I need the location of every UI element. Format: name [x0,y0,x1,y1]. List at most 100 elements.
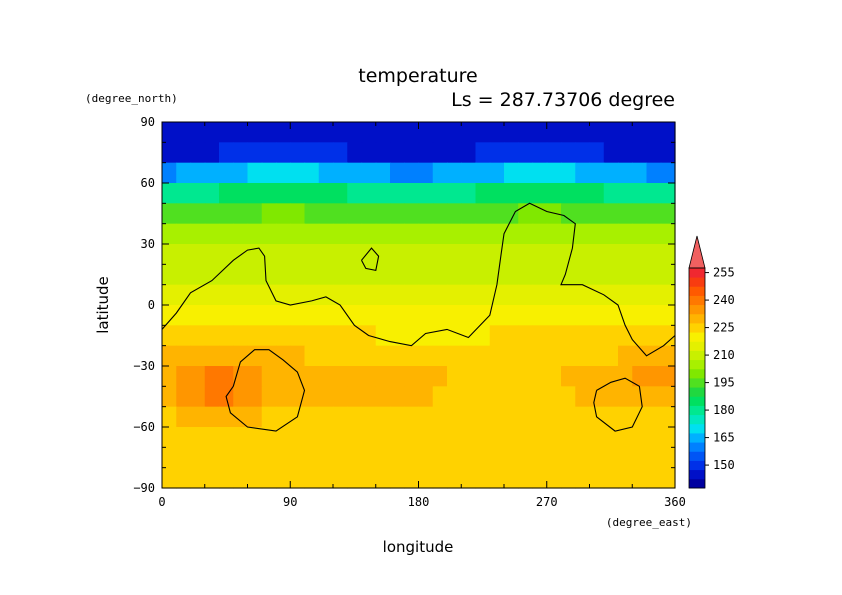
heatmap-cell [432,406,448,428]
heatmap-cell [276,223,291,245]
heatmap-cell [660,203,676,225]
heatmap-cell [347,284,363,306]
heatmap-cell [347,203,363,225]
heatmap-cell [561,305,576,326]
heatmap-cell [190,223,206,245]
colorbar-band [689,295,705,306]
x-tick-label: 180 [408,495,430,509]
heatmap-cell [276,162,291,184]
chart-subtitle: Ls = 287.73706 degree [451,89,675,111]
heatmap-cell [518,366,534,387]
heatmap-cell [333,183,348,204]
heatmap-cell [603,203,619,225]
heatmap-cell [561,203,576,225]
heatmap-cell [390,284,405,306]
heatmap-cell [304,467,320,489]
colorbar-band [689,387,705,397]
heatmap-cell [546,345,562,367]
heatmap-cell [162,264,177,286]
heatmap-cell [447,122,462,143]
heatmap-cell [204,467,220,489]
heatmap-cell [447,183,462,204]
heatmap-cell [504,203,519,225]
heatmap-cell [660,345,676,367]
heatmap-cell [333,386,348,408]
axis-ticks: 0 90 180 270 360 90 60 30 0 −30 −60 −90 [133,115,686,509]
heatmap-cell [347,366,363,387]
x-tick-label: 270 [536,495,558,509]
heatmap-cell [390,345,405,367]
heatmap-cell [646,203,662,225]
heatmap-cell [618,142,633,164]
heatmap-cell [190,244,206,265]
heatmap-cell [276,366,291,387]
heatmap-cell [276,447,291,469]
heatmap-cell [190,366,206,387]
heatmap-cell [418,264,434,286]
heatmap-cell [660,142,676,164]
heatmap-cell [233,406,249,428]
heatmap-cell [561,223,576,245]
colorbar-band [689,286,705,296]
heatmap-cell [603,142,619,164]
heatmap-cell [518,162,534,184]
heatmap-cell [575,284,591,306]
heatmap-cell [176,366,192,387]
heatmap-cell [561,284,576,306]
heatmap-cell [603,122,619,143]
heatmap-cell [432,325,448,347]
heatmap-cell [475,366,491,387]
heatmap-cell [276,467,291,489]
heatmap-cell [561,325,576,347]
heatmap-cell [176,203,192,225]
heatmap-cell [347,406,363,428]
heatmap-cell [660,325,676,347]
heatmap-cell [475,203,491,225]
heatmap-cell [190,305,206,326]
heatmap-cell [461,223,477,245]
heatmap-cell [575,142,591,164]
heatmap-cell [461,284,477,306]
heatmap-cell [532,142,548,164]
heatmap-cell [204,406,220,428]
heatmap-cell [632,305,648,326]
heatmap-cell [304,427,320,448]
heatmap-cell [390,264,405,286]
heatmap-cell [247,467,263,489]
heatmap-cell [176,183,192,204]
heatmap-cell [190,325,206,347]
heatmap-cell [162,183,177,204]
heatmap-cell [660,284,676,306]
heatmap-cell [589,345,605,367]
heatmap-cell [546,264,562,286]
heatmap-cell [432,467,448,489]
colorbar-band [689,378,705,388]
contour-lines [161,202,676,432]
heatmap-cell [190,183,206,204]
heatmap-cell [475,305,491,326]
heatmap-cell [333,142,348,164]
heatmap-cell [333,366,348,387]
heatmap-cell [518,284,534,306]
heatmap-cell [489,122,505,143]
heatmap-cell [589,183,605,204]
heatmap-cell [219,284,234,306]
heatmap-cell [347,345,363,367]
heatmap-cell [632,366,648,387]
heatmap-cell [333,447,348,469]
heatmap-cell [546,244,562,265]
heatmap-cell [532,284,548,306]
heatmap-cell [375,467,391,489]
heatmap-cell [375,325,391,347]
heatmap-cell [261,345,277,367]
heatmap-cell [176,142,192,164]
heatmap-cell [333,467,348,489]
heatmap-cell [333,122,348,143]
heatmap-cell [518,427,534,448]
heatmap-cell [618,162,633,184]
heatmap-cell [204,183,220,204]
heatmap-cell [660,366,676,387]
heatmap-cell [646,386,662,408]
colorbar: 255 240 225 210 195 180 165 150 [688,235,735,489]
colorbar-band [689,469,705,480]
